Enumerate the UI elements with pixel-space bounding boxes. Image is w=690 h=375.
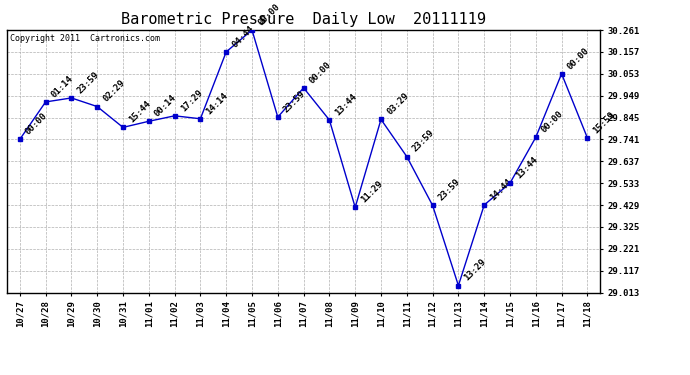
Text: 15:44: 15:44 [127, 99, 152, 124]
Text: 04:44: 04:44 [230, 24, 256, 49]
Text: Copyright 2011  Cartronics.com: Copyright 2011 Cartronics.com [10, 34, 160, 43]
Text: 23:59: 23:59 [411, 129, 436, 154]
Text: 17:29: 17:29 [179, 88, 204, 113]
Text: 11:29: 11:29 [359, 179, 385, 204]
Text: 00:00: 00:00 [256, 2, 282, 27]
Text: 14:14: 14:14 [204, 91, 230, 116]
Text: 00:00: 00:00 [540, 109, 565, 135]
Text: 23:59: 23:59 [282, 89, 307, 114]
Text: 23:59: 23:59 [76, 70, 101, 95]
Text: 14:44: 14:44 [489, 177, 514, 202]
Text: 13:29: 13:29 [462, 257, 488, 283]
Text: 00:00: 00:00 [566, 46, 591, 71]
Text: 13:44: 13:44 [514, 155, 540, 180]
Text: 00:00: 00:00 [308, 60, 333, 85]
Text: 00:14: 00:14 [153, 93, 178, 118]
Text: 03:29: 03:29 [385, 91, 411, 117]
Text: 13:44: 13:44 [333, 92, 359, 117]
Text: 02:29: 02:29 [101, 78, 127, 104]
Text: 00:00: 00:00 [24, 111, 49, 136]
Text: 23:59: 23:59 [437, 177, 462, 203]
Text: 01:14: 01:14 [50, 74, 75, 99]
Title: Barometric Pressure  Daily Low  20111119: Barometric Pressure Daily Low 20111119 [121, 12, 486, 27]
Text: 15:59: 15:59 [591, 110, 617, 135]
